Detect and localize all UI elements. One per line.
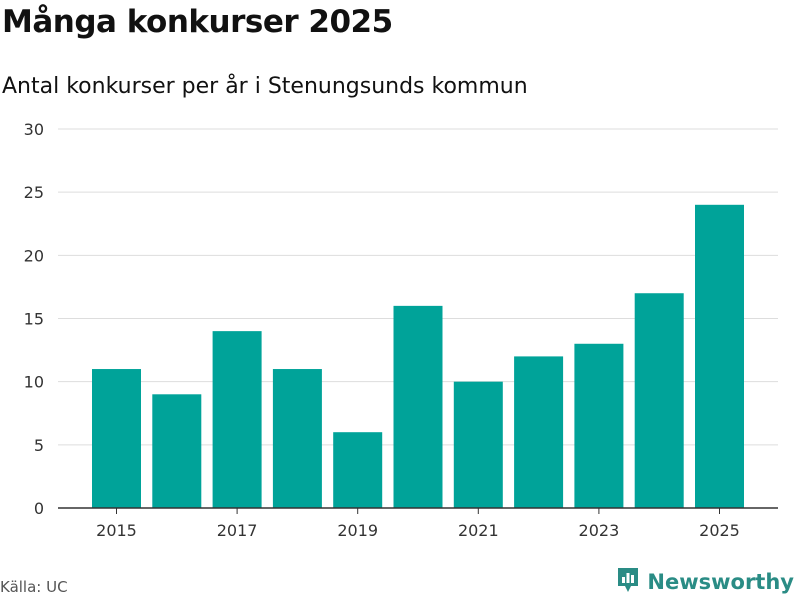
brand-logo: Newsworthy (616, 566, 794, 598)
x-axis-ticks: 2015 2017 2019 2021 2023 2025 (96, 508, 740, 540)
bar-2020 (393, 305, 443, 508)
x-tick-label: 2017 (217, 521, 258, 540)
bar-2022 (514, 356, 564, 508)
y-tick-label: 30 (24, 120, 44, 139)
bar-2024 (634, 293, 684, 508)
source-note: Källa: UC (0, 578, 68, 596)
y-tick-label: 15 (24, 310, 44, 329)
bar-2025 (695, 204, 744, 509)
bars (92, 204, 744, 509)
bar-2019 (333, 432, 383, 508)
y-axis-ticks: 0 5 10 15 20 25 30 (24, 120, 44, 518)
y-tick-label: 5 (34, 436, 44, 455)
bar-2016 (152, 394, 202, 508)
bar-2017 (212, 331, 262, 508)
bar-2015 (92, 369, 141, 508)
newsworthy-logo-icon (616, 566, 640, 598)
x-tick-label: 2015 (96, 521, 137, 540)
chart-subtitle: Antal konkurser per år i Stenungsunds ko… (2, 74, 528, 99)
x-tick-label: 2025 (699, 521, 740, 540)
x-tick-label: 2019 (337, 521, 378, 540)
x-tick-label: 2023 (579, 521, 620, 540)
y-tick-label: 25 (24, 183, 44, 202)
brand-name: Newsworthy (647, 570, 794, 594)
x-tick-label: 2021 (458, 521, 499, 540)
bar-2018 (272, 369, 322, 508)
y-tick-label: 10 (24, 373, 44, 392)
bar-2021 (453, 381, 503, 508)
y-tick-label: 0 (34, 499, 44, 518)
bar-2023 (574, 343, 624, 508)
y-tick-label: 20 (24, 246, 44, 265)
chart-title: Många konkurser 2025 (2, 4, 393, 40)
